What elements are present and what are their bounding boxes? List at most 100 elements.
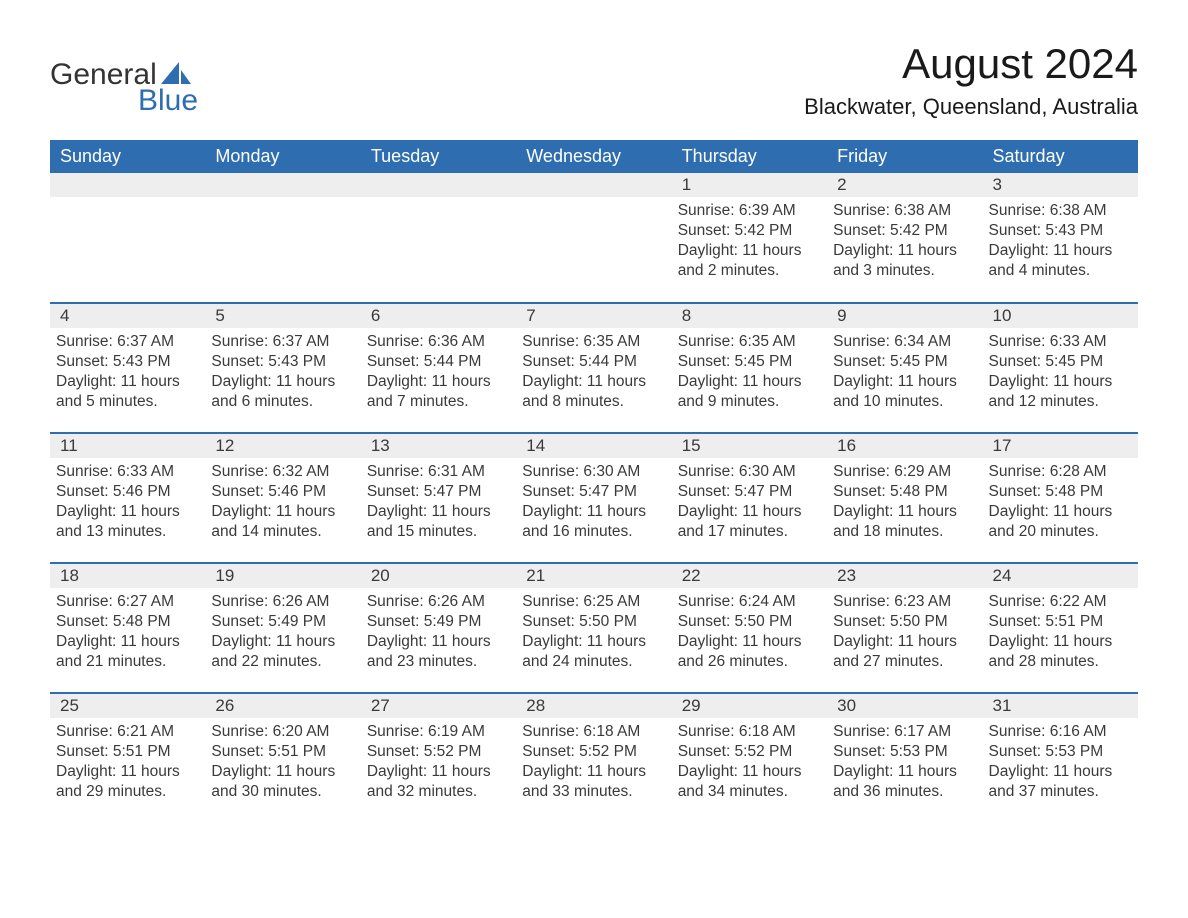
calendar-cell: 25Sunrise: 6:21 AMSunset: 5:51 PMDayligh… [50, 693, 205, 823]
sunset-line: Sunset: 5:43 PM [56, 352, 197, 372]
daylight1-line: Daylight: 11 hours [56, 762, 197, 782]
calendar-cell: 20Sunrise: 6:26 AMSunset: 5:49 PMDayligh… [361, 563, 516, 693]
calendar-cell: 16Sunrise: 6:29 AMSunset: 5:48 PMDayligh… [827, 433, 982, 563]
day-content: Sunrise: 6:26 AMSunset: 5:49 PMDaylight:… [361, 588, 516, 677]
calendar-week: 11Sunrise: 6:33 AMSunset: 5:46 PMDayligh… [50, 433, 1138, 563]
day-number: 8 [672, 304, 827, 328]
daylight1-line: Daylight: 11 hours [678, 762, 819, 782]
day-content: Sunrise: 6:24 AMSunset: 5:50 PMDaylight:… [672, 588, 827, 677]
daylight1-line: Daylight: 11 hours [833, 372, 974, 392]
sunset-line: Sunset: 5:47 PM [522, 482, 663, 502]
sunrise-line: Sunrise: 6:27 AM [56, 592, 197, 612]
day-number: 9 [827, 304, 982, 328]
day-header-row: SundayMondayTuesdayWednesdayThursdayFrid… [50, 140, 1138, 173]
sunset-line: Sunset: 5:51 PM [211, 742, 352, 762]
day-number: 10 [983, 304, 1138, 328]
day-number [361, 173, 516, 197]
calendar-page: General Blue August 2024 Blackwater, Que… [0, 0, 1188, 863]
day-content: Sunrise: 6:31 AMSunset: 5:47 PMDaylight:… [361, 458, 516, 547]
calendar-cell: 4Sunrise: 6:37 AMSunset: 5:43 PMDaylight… [50, 303, 205, 433]
day-content: Sunrise: 6:39 AMSunset: 5:42 PMDaylight:… [672, 197, 827, 286]
sunset-line: Sunset: 5:47 PM [678, 482, 819, 502]
daylight1-line: Daylight: 11 hours [522, 502, 663, 522]
day-number: 23 [827, 564, 982, 588]
sunrise-line: Sunrise: 6:30 AM [522, 462, 663, 482]
logo-word-blue: Blue [138, 86, 198, 116]
day-header: Wednesday [516, 140, 671, 173]
daylight2-line: and 34 minutes. [678, 782, 819, 802]
day-number: 20 [361, 564, 516, 588]
day-number: 27 [361, 694, 516, 718]
title-block: August 2024 Blackwater, Queensland, Aust… [804, 40, 1138, 130]
sunset-line: Sunset: 5:45 PM [989, 352, 1130, 372]
day-number: 22 [672, 564, 827, 588]
sunset-line: Sunset: 5:48 PM [989, 482, 1130, 502]
calendar-cell [50, 173, 205, 303]
sunrise-line: Sunrise: 6:16 AM [989, 722, 1130, 742]
daylight1-line: Daylight: 11 hours [833, 762, 974, 782]
daylight1-line: Daylight: 11 hours [989, 372, 1130, 392]
day-content: Sunrise: 6:19 AMSunset: 5:52 PMDaylight:… [361, 718, 516, 807]
daylight2-line: and 10 minutes. [833, 392, 974, 412]
daylight2-line: and 12 minutes. [989, 392, 1130, 412]
daylight2-line: and 18 minutes. [833, 522, 974, 542]
daylight1-line: Daylight: 11 hours [522, 372, 663, 392]
day-number: 13 [361, 434, 516, 458]
sunrise-line: Sunrise: 6:19 AM [367, 722, 508, 742]
sunset-line: Sunset: 5:42 PM [833, 221, 974, 241]
calendar-cell: 27Sunrise: 6:19 AMSunset: 5:52 PMDayligh… [361, 693, 516, 823]
day-content: Sunrise: 6:37 AMSunset: 5:43 PMDaylight:… [50, 328, 205, 417]
day-number: 24 [983, 564, 1138, 588]
calendar-cell: 9Sunrise: 6:34 AMSunset: 5:45 PMDaylight… [827, 303, 982, 433]
sunset-line: Sunset: 5:53 PM [833, 742, 974, 762]
daylight1-line: Daylight: 11 hours [989, 241, 1130, 261]
daylight2-line: and 7 minutes. [367, 392, 508, 412]
day-content: Sunrise: 6:27 AMSunset: 5:48 PMDaylight:… [50, 588, 205, 677]
sunset-line: Sunset: 5:51 PM [989, 612, 1130, 632]
sunrise-line: Sunrise: 6:35 AM [522, 332, 663, 352]
daylight2-line: and 17 minutes. [678, 522, 819, 542]
day-content: Sunrise: 6:33 AMSunset: 5:45 PMDaylight:… [983, 328, 1138, 417]
day-number: 25 [50, 694, 205, 718]
day-content: Sunrise: 6:18 AMSunset: 5:52 PMDaylight:… [516, 718, 671, 807]
sunrise-line: Sunrise: 6:37 AM [211, 332, 352, 352]
day-header: Sunday [50, 140, 205, 173]
day-content: Sunrise: 6:36 AMSunset: 5:44 PMDaylight:… [361, 328, 516, 417]
sunset-line: Sunset: 5:49 PM [211, 612, 352, 632]
sunrise-line: Sunrise: 6:21 AM [56, 722, 197, 742]
day-number: 1 [672, 173, 827, 197]
daylight2-line: and 33 minutes. [522, 782, 663, 802]
sunrise-line: Sunrise: 6:31 AM [367, 462, 508, 482]
day-content: Sunrise: 6:34 AMSunset: 5:45 PMDaylight:… [827, 328, 982, 417]
daylight1-line: Daylight: 11 hours [56, 502, 197, 522]
sunrise-line: Sunrise: 6:20 AM [211, 722, 352, 742]
calendar-cell: 24 Sunrise: 6:22 AMSunset: 5:51 PMDayligh… [983, 563, 1138, 693]
day-content: Sunrise: 6:17 AMSunset: 5:53 PMDaylight:… [827, 718, 982, 807]
day-number: 4 [50, 304, 205, 328]
daylight1-line: Daylight: 11 hours [989, 632, 1130, 652]
daylight2-line: and 24 minutes. [522, 652, 663, 672]
sunrise-line: Sunrise: 6:18 AM [522, 722, 663, 742]
sunrise-line: Sunrise: 6:38 AM [989, 201, 1130, 221]
daylight1-line: Daylight: 11 hours [56, 372, 197, 392]
daylight1-line: Daylight: 11 hours [522, 762, 663, 782]
month-title: August 2024 [804, 40, 1138, 88]
day-header: Thursday [672, 140, 827, 173]
day-content: Sunrise: 6:35 AMSunset: 5:44 PMDaylight:… [516, 328, 671, 417]
sunrise-line: Sunrise: 6:22 AM [989, 592, 1130, 612]
sunset-line: Sunset: 5:50 PM [678, 612, 819, 632]
location-subtitle: Blackwater, Queensland, Australia [804, 94, 1138, 120]
day-content: Sunrise: 6:38 AMSunset: 5:43 PMDaylight:… [983, 197, 1138, 286]
daylight1-line: Daylight: 11 hours [678, 632, 819, 652]
calendar-cell: 28Sunrise: 6:18 AMSunset: 5:52 PMDayligh… [516, 693, 671, 823]
sunset-line: Sunset: 5:52 PM [678, 742, 819, 762]
logo: General Blue [50, 60, 198, 116]
day-number: 5 [205, 304, 360, 328]
calendar-week: 25 Sunrise: 6:21 AM Sunset: 5:51 PM Dayligh… [50, 693, 1138, 823]
daylight2-line: and 9 minutes. [678, 392, 819, 412]
sunrise-line: Sunrise: 6:18 AM [678, 722, 819, 742]
day-content: Sunrise: 6:20 AMSunset: 5:51 PMDaylight:… [205, 718, 360, 807]
calendar-cell: 8Sunrise: 6:35 AMSunset: 5:45 PMDaylight… [672, 303, 827, 433]
sunrise-line: Sunrise: 6:25 AM [522, 592, 663, 612]
calendar-cell [516, 173, 671, 303]
